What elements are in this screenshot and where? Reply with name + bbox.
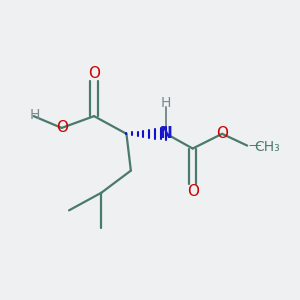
Text: N: N [160, 126, 172, 141]
Text: —: — [249, 139, 261, 152]
Text: H: H [161, 96, 171, 110]
Text: O: O [56, 120, 68, 135]
Text: H: H [30, 108, 40, 122]
Text: O: O [216, 126, 228, 141]
Text: O: O [187, 184, 199, 199]
Text: O: O [88, 66, 100, 81]
Text: CH₃: CH₃ [254, 140, 280, 154]
